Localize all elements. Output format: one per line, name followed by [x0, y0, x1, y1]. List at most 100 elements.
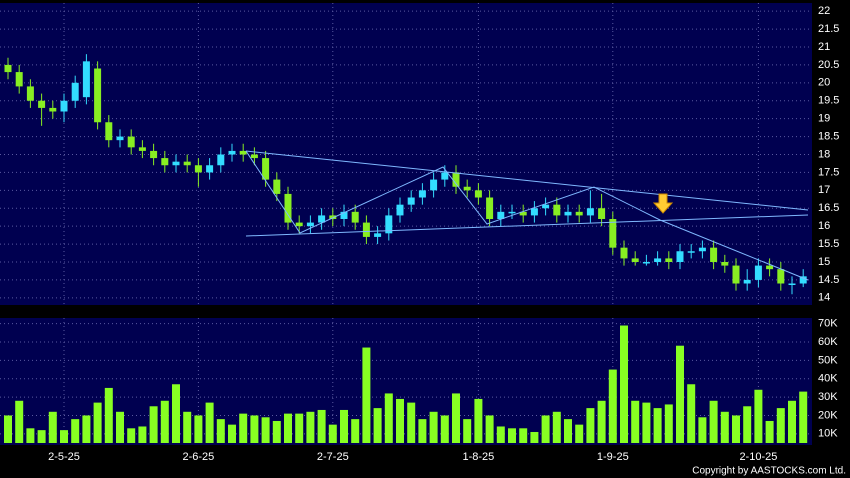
candle-body — [161, 158, 169, 166]
candle-body — [15, 72, 23, 87]
candle-body — [418, 190, 426, 198]
candle-body — [687, 251, 695, 253]
candle-body — [665, 258, 673, 262]
candle-body — [374, 233, 382, 237]
arrow — [652, 193, 674, 214]
candle-body — [620, 247, 628, 259]
volume-bar — [261, 417, 270, 443]
candle-body — [508, 211, 516, 214]
candle-body — [676, 251, 684, 262]
candle-body — [127, 136, 135, 148]
volume-tick-label: 30K — [818, 391, 838, 403]
x-tick-label: 1-9-25 — [597, 451, 629, 463]
candle-body — [452, 172, 460, 187]
candle-body — [463, 186, 471, 191]
candle-body — [486, 197, 494, 219]
candle-body — [799, 276, 807, 284]
y-tick-label: 17 — [818, 184, 830, 196]
candle-body — [194, 165, 202, 173]
y-tick-label: 19.5 — [818, 95, 839, 107]
volume-bar — [194, 415, 203, 443]
candle-body — [430, 179, 438, 191]
volume-bar — [541, 415, 550, 443]
candle-body — [575, 211, 583, 216]
volume-bar — [564, 419, 572, 443]
y-tick-label: 22 — [818, 5, 830, 17]
volume-bar — [15, 400, 24, 443]
volume-bar — [799, 391, 808, 443]
candle-body — [788, 283, 796, 285]
volume-bar — [709, 400, 718, 443]
volume-tick-label: 60K — [818, 336, 838, 348]
volume-bar — [284, 413, 292, 443]
volume-bar — [396, 398, 404, 443]
volume-tick-label: 50K — [818, 354, 838, 366]
volume-bar — [384, 393, 393, 443]
candle-body — [530, 208, 538, 216]
volume-bar — [642, 402, 651, 443]
candle-body — [553, 204, 561, 216]
volume-bar — [720, 411, 729, 443]
volume-tick-label: 70K — [818, 318, 838, 330]
volume-bar — [183, 411, 192, 443]
volume-bar — [407, 402, 416, 443]
volume-bar — [452, 393, 460, 443]
candle-body — [206, 165, 214, 173]
y-tick-label: 18.5 — [818, 130, 839, 142]
volume-bar — [116, 411, 124, 443]
candle-body — [262, 158, 270, 180]
volume-bar — [138, 426, 147, 443]
candle-body — [116, 136, 124, 141]
volume-bar — [575, 424, 584, 443]
candle-body — [396, 204, 404, 216]
candle-body — [150, 150, 158, 159]
candle-body — [38, 100, 46, 108]
volume-bar — [754, 389, 763, 443]
volume-bar — [37, 430, 46, 443]
candle-body — [250, 154, 258, 159]
volume-tick-label: 40K — [818, 373, 838, 385]
candle-body — [183, 161, 191, 166]
candle-body — [105, 122, 113, 141]
volume-bar — [653, 408, 662, 443]
y-tick-label: 20 — [818, 77, 830, 89]
volume-tick-label: 10K — [818, 428, 838, 440]
trend-lines — [245, 150, 809, 281]
candle-body — [284, 193, 292, 223]
volume-bar — [586, 408, 595, 443]
candle-body — [26, 86, 34, 101]
y-tick-label: 21.5 — [818, 23, 839, 35]
volume-bar — [608, 369, 617, 443]
volume-bar — [664, 404, 673, 443]
volume-bar — [172, 384, 180, 443]
candle-body — [631, 258, 639, 262]
volume-bar — [295, 413, 304, 443]
candle-body — [474, 190, 482, 198]
volume-bar — [60, 430, 68, 443]
candle-body — [329, 215, 337, 219]
candle-body — [295, 222, 303, 227]
volume-bar — [306, 411, 315, 443]
volume-bar — [508, 428, 516, 443]
volume-bar — [4, 415, 12, 443]
y-tick-label: 17.5 — [818, 166, 839, 178]
volume-bar — [317, 409, 326, 443]
volume-bar — [272, 420, 281, 443]
volume-bar — [440, 415, 449, 443]
volume-bar — [239, 413, 248, 443]
volume-bar — [429, 411, 438, 443]
marks — [4, 54, 808, 443]
candle-body — [586, 208, 594, 216]
candle-body — [228, 150, 236, 155]
volume-bar — [732, 415, 740, 443]
candle-body — [172, 161, 180, 166]
volume-bar — [776, 408, 785, 443]
volume-bar — [104, 387, 113, 443]
volume-bar — [631, 400, 640, 443]
volume-bar — [82, 415, 91, 443]
candle-body — [564, 211, 572, 216]
candle-body — [82, 61, 90, 98]
volume-bar — [26, 428, 35, 443]
y-tick-label: 21 — [818, 41, 830, 53]
